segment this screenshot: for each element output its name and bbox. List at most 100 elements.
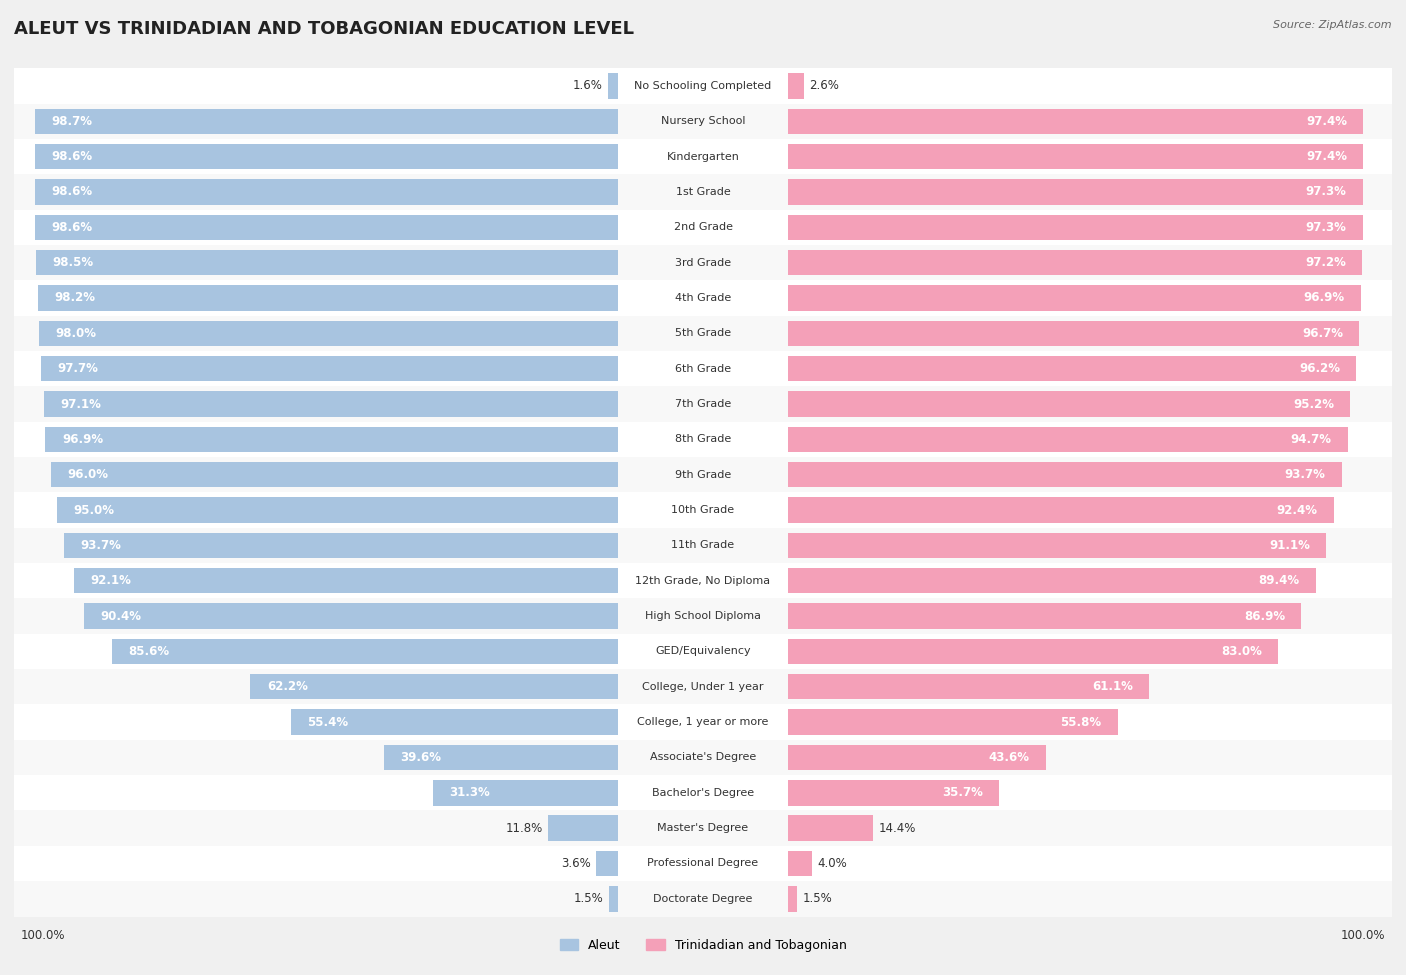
Bar xyxy=(789,356,1357,381)
Bar xyxy=(75,568,617,594)
Legend: Aleut, Trinidadian and Tobagonian: Aleut, Trinidadian and Tobagonian xyxy=(554,934,852,956)
Text: GED/Equivalency: GED/Equivalency xyxy=(655,646,751,656)
Bar xyxy=(14,386,1392,421)
Bar xyxy=(14,775,1392,810)
Bar xyxy=(35,214,617,240)
Bar xyxy=(789,462,1341,488)
Bar xyxy=(35,179,617,205)
Bar xyxy=(14,669,1392,704)
Text: 4th Grade: 4th Grade xyxy=(675,292,731,303)
Text: 1.6%: 1.6% xyxy=(574,79,603,93)
Text: 91.1%: 91.1% xyxy=(1270,539,1310,552)
Bar xyxy=(38,286,617,311)
Text: 98.6%: 98.6% xyxy=(52,150,93,163)
Bar xyxy=(14,634,1392,669)
Text: 8th Grade: 8th Grade xyxy=(675,434,731,445)
Bar xyxy=(609,886,617,912)
Text: 98.6%: 98.6% xyxy=(52,220,93,234)
Bar xyxy=(112,639,617,664)
Bar xyxy=(37,250,617,275)
Text: 61.1%: 61.1% xyxy=(1092,681,1133,693)
Bar xyxy=(789,639,1278,664)
Bar xyxy=(250,674,617,699)
Text: College, 1 year or more: College, 1 year or more xyxy=(637,717,769,727)
Text: 14.4%: 14.4% xyxy=(879,822,915,835)
Text: 97.3%: 97.3% xyxy=(1306,185,1347,199)
Bar xyxy=(789,568,1316,594)
Text: 94.7%: 94.7% xyxy=(1291,433,1331,446)
Text: Bachelor's Degree: Bachelor's Degree xyxy=(652,788,754,798)
Bar xyxy=(789,144,1364,170)
Bar xyxy=(789,286,1361,311)
Bar xyxy=(609,73,617,98)
Bar xyxy=(14,457,1392,492)
Bar xyxy=(35,144,617,170)
Text: Master's Degree: Master's Degree xyxy=(658,823,748,834)
Bar xyxy=(433,780,617,805)
Bar xyxy=(789,214,1362,240)
Text: 97.3%: 97.3% xyxy=(1306,220,1347,234)
Bar xyxy=(789,710,1118,735)
Text: 11.8%: 11.8% xyxy=(506,822,543,835)
Text: 2.6%: 2.6% xyxy=(808,79,839,93)
Text: 35.7%: 35.7% xyxy=(942,786,983,799)
Bar xyxy=(14,704,1392,740)
Bar xyxy=(789,815,873,840)
Text: 95.0%: 95.0% xyxy=(73,503,114,517)
Bar xyxy=(65,532,617,558)
Bar xyxy=(291,710,617,735)
Text: 98.2%: 98.2% xyxy=(55,292,96,304)
Bar xyxy=(14,881,1392,916)
Text: 97.2%: 97.2% xyxy=(1305,256,1346,269)
Text: 12th Grade, No Diploma: 12th Grade, No Diploma xyxy=(636,575,770,586)
Text: Nursery School: Nursery School xyxy=(661,116,745,127)
Text: 96.7%: 96.7% xyxy=(1302,327,1343,340)
Bar xyxy=(14,351,1392,386)
Bar xyxy=(596,851,617,877)
Text: 9th Grade: 9th Grade xyxy=(675,470,731,480)
Bar xyxy=(39,321,617,346)
Text: 96.9%: 96.9% xyxy=(1303,292,1344,304)
Bar xyxy=(14,527,1392,564)
Text: 93.7%: 93.7% xyxy=(80,539,122,552)
Bar xyxy=(789,674,1149,699)
Text: 97.1%: 97.1% xyxy=(60,398,101,410)
Text: 100.0%: 100.0% xyxy=(1341,929,1385,942)
Text: High School Diploma: High School Diploma xyxy=(645,611,761,621)
Text: 11th Grade: 11th Grade xyxy=(672,540,734,551)
Text: 43.6%: 43.6% xyxy=(988,751,1029,764)
Text: 10th Grade: 10th Grade xyxy=(672,505,734,515)
Text: College, Under 1 year: College, Under 1 year xyxy=(643,682,763,692)
Bar xyxy=(789,780,1000,805)
Text: Source: ZipAtlas.com: Source: ZipAtlas.com xyxy=(1274,20,1392,29)
Bar xyxy=(14,492,1392,527)
Text: Professional Degree: Professional Degree xyxy=(647,858,759,869)
Text: 55.4%: 55.4% xyxy=(307,716,349,728)
Text: 95.2%: 95.2% xyxy=(1294,398,1334,410)
Bar xyxy=(789,108,1364,134)
Bar xyxy=(45,427,617,452)
Bar xyxy=(789,532,1326,558)
Text: 62.2%: 62.2% xyxy=(267,681,308,693)
Bar xyxy=(45,391,617,416)
Bar xyxy=(14,810,1392,846)
Text: 1.5%: 1.5% xyxy=(803,892,832,906)
Text: 5th Grade: 5th Grade xyxy=(675,329,731,338)
Text: 6th Grade: 6th Grade xyxy=(675,364,731,373)
Bar xyxy=(789,745,1046,770)
Text: 90.4%: 90.4% xyxy=(100,609,141,623)
Text: 92.4%: 92.4% xyxy=(1277,503,1317,517)
Bar xyxy=(14,245,1392,281)
Text: 2nd Grade: 2nd Grade xyxy=(673,222,733,232)
Bar xyxy=(41,356,617,381)
Text: 3rd Grade: 3rd Grade xyxy=(675,257,731,268)
Text: ALEUT VS TRINIDADIAN AND TOBAGONIAN EDUCATION LEVEL: ALEUT VS TRINIDADIAN AND TOBAGONIAN EDUC… xyxy=(14,20,634,37)
Text: 55.8%: 55.8% xyxy=(1060,716,1101,728)
Bar xyxy=(14,599,1392,634)
Text: 100.0%: 100.0% xyxy=(21,929,65,942)
Text: 83.0%: 83.0% xyxy=(1222,644,1263,658)
Text: No Schooling Completed: No Schooling Completed xyxy=(634,81,772,91)
Bar xyxy=(789,497,1334,523)
Text: 86.9%: 86.9% xyxy=(1244,609,1285,623)
Text: Kindergarten: Kindergarten xyxy=(666,151,740,162)
